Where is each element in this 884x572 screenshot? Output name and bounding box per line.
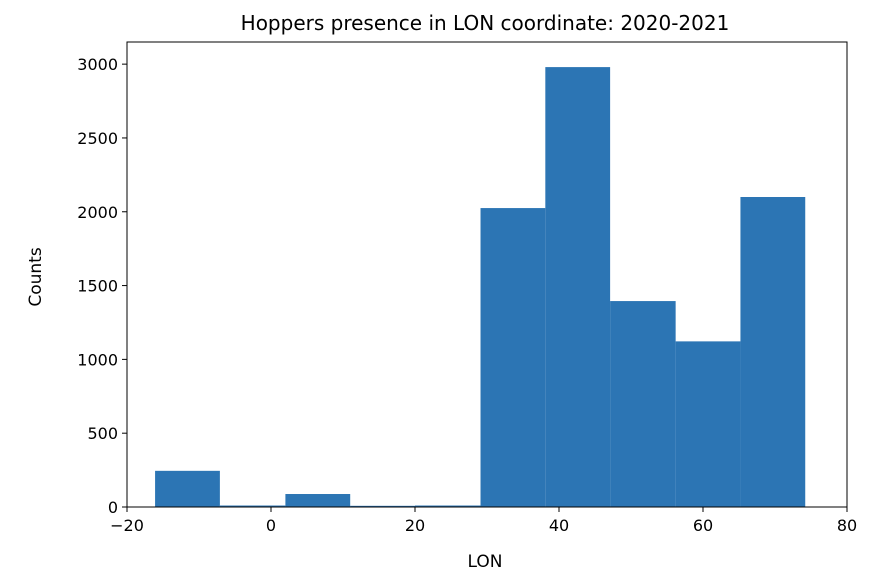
y-tick-label: 1500: [77, 277, 118, 296]
y-tick-label: 2000: [77, 203, 118, 222]
x-tick-label: 60: [693, 516, 713, 535]
y-tick-label: 0: [108, 498, 118, 517]
histogram-bar: [545, 67, 611, 507]
histogram-bar: [219, 505, 286, 507]
x-tick-label: 40: [549, 516, 569, 535]
histogram-bar: [415, 505, 481, 507]
histogram-bar: [155, 470, 220, 507]
x-axis-ticks: −20 0 20 40 60 80: [110, 507, 857, 535]
histogram-bar: [480, 208, 546, 507]
y-tick-label: 1000: [77, 350, 118, 369]
y-tick-label: 3000: [77, 55, 118, 74]
x-tick-label: 0: [266, 516, 276, 535]
x-tick-label: 20: [405, 516, 425, 535]
y-axis-label: Counts: [26, 247, 46, 306]
y-tick-label: 500: [87, 424, 118, 443]
x-axis-label: LON: [468, 552, 503, 572]
histogram-bar: [675, 341, 741, 507]
x-tick-label: −20: [110, 516, 144, 535]
plot-frame: [126, 41, 848, 508]
histogram-bar: [350, 505, 415, 507]
histogram-bar: [285, 494, 351, 507]
bars-layer: [155, 67, 806, 507]
histogram-bar: [740, 197, 806, 507]
x-tick-label: 80: [837, 516, 857, 535]
y-tick-label: 2500: [77, 129, 118, 148]
histogram-bar: [610, 301, 676, 507]
chart-title: Hoppers presence in LON coordinate: 2020…: [241, 11, 730, 35]
y-axis-ticks: 0 500 1000 1500 2000 2500 3000: [77, 55, 127, 517]
